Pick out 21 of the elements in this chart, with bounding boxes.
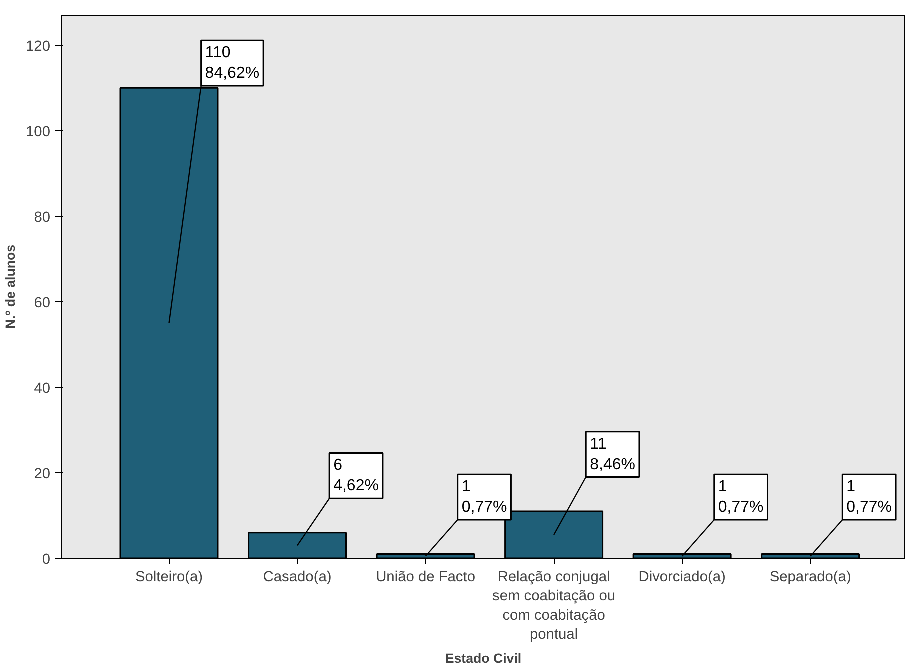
- y-tick-label: 40: [34, 380, 51, 397]
- y-tick-label: 0: [42, 552, 51, 568]
- x-tick-label: Divorciado(a): [638, 570, 726, 586]
- y-tick-label: 120: [26, 38, 51, 55]
- y-axis-title: N.º de alunos: [3, 244, 18, 330]
- y-tick-label: 100: [26, 124, 51, 140]
- x-tick-label: União de Facto: [376, 570, 476, 586]
- data-label: 11 8,46%: [590, 436, 636, 474]
- data-label: 110 84,62%: [205, 44, 260, 82]
- data-label: 6 4,62%: [334, 457, 379, 495]
- y-tick-label: 60: [34, 295, 51, 312]
- y-tick-label: 80: [34, 210, 51, 226]
- data-label: 1 0,77%: [718, 478, 764, 516]
- x-tick-label: Casado(a): [263, 570, 332, 586]
- data-label: 1 0,77%: [462, 478, 508, 516]
- x-axis-title: Estado Civil: [445, 651, 522, 666]
- data-label: 1 0,77%: [846, 478, 892, 516]
- x-tick-label: Relação conjugal sem coabitação ou com coabitação pontual: [492, 570, 616, 644]
- y-tick-label: 20: [34, 466, 51, 482]
- x-tick-label: Separado(a): [770, 570, 852, 586]
- x-tick-label: Solteiro(a): [135, 570, 204, 586]
